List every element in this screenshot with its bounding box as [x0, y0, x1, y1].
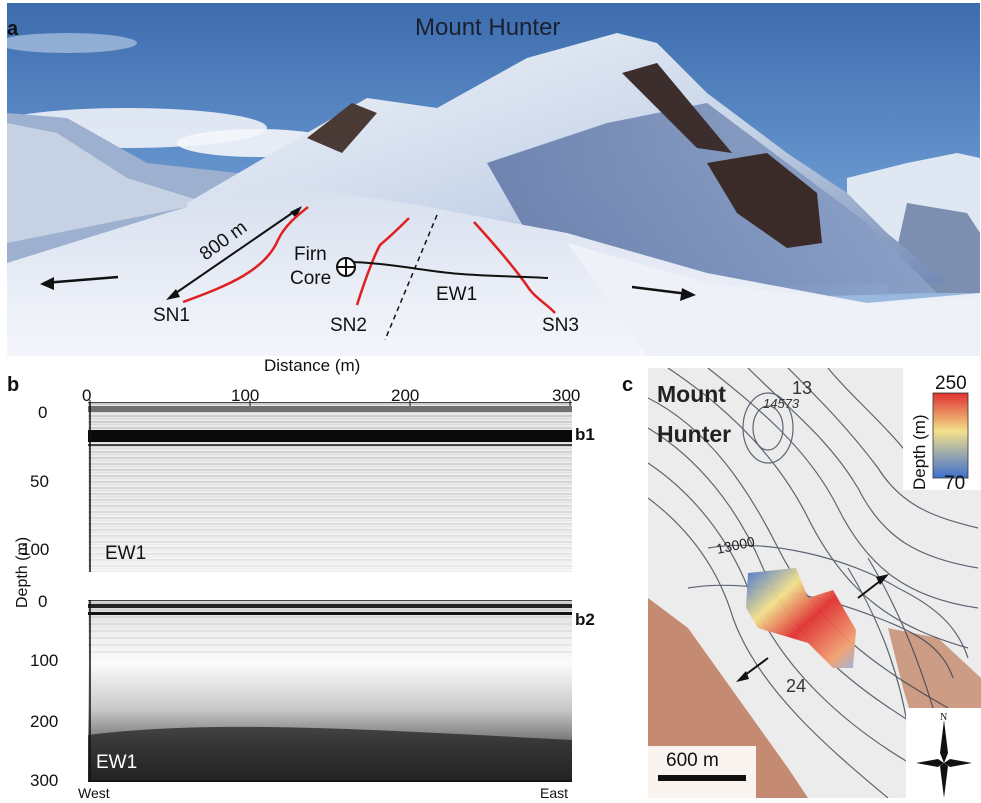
b2-y-tick-100: 100 [30, 651, 59, 670]
ew1-line [346, 261, 549, 279]
b1-label: b1 [575, 425, 595, 444]
firn-label-2: Core [290, 268, 332, 289]
arrow-left-line [43, 275, 119, 285]
distance-arrow-line [169, 208, 299, 298]
west-label: West [78, 785, 110, 801]
b1-y-tick-100: 100 [21, 540, 50, 559]
b1-x-ticks [89, 400, 571, 406]
x-axis-label: Distance (m) [264, 356, 361, 375]
distance-arrow-head-2 [290, 206, 302, 218]
colorbar-max: 250 [935, 373, 967, 394]
x-tick-100: 100 [231, 386, 260, 405]
north-label: N [940, 712, 948, 723]
east-label: East [540, 785, 569, 801]
y-axis-label: Depth (m) [14, 536, 31, 608]
distance-arrow-head-1 [166, 289, 180, 300]
b1-y-tick-0: 0 [38, 403, 48, 422]
b2-y-tick-0: 0 [38, 592, 48, 611]
panel-a-photo [7, 3, 980, 356]
topo-map [648, 368, 981, 798]
panel-c-letter: c [622, 374, 634, 396]
colorbar-label: Depth (m) [910, 414, 929, 490]
x-tick-300: 300 [552, 386, 581, 405]
panel-a-letter: a [7, 18, 19, 40]
sn2-line [355, 217, 410, 306]
sn3-label: SN3 [542, 315, 579, 336]
spot-height: 14573 [763, 396, 800, 411]
map-place-2: Hunter [657, 421, 732, 447]
arrow-right-head [680, 288, 696, 301]
b2-label: b2 [575, 610, 595, 629]
scale-label: 600 m [666, 750, 719, 771]
map-place-1: Mount [657, 381, 726, 407]
b2-profile-label: EW1 [96, 752, 138, 773]
sn1-label: SN1 [153, 305, 190, 326]
b2-y-tick-200: 200 [30, 712, 59, 731]
sn2-label: SN2 [330, 315, 367, 336]
panel-b-letter: b [7, 374, 20, 396]
b2-y-tick-300: 300 [30, 771, 59, 790]
arrow-right-line [631, 285, 689, 296]
radargram-b2 [88, 600, 572, 782]
x-tick-0: 0 [82, 386, 92, 405]
b1-profile-label: EW1 [105, 543, 147, 564]
x-tick-200: 200 [391, 386, 420, 405]
radargram-b1 [88, 402, 572, 572]
firn-label-1: Firn [294, 244, 327, 265]
colorbar-min: 70 [944, 473, 966, 494]
contour-label-24: 24 [786, 676, 807, 696]
sn1-line [182, 206, 309, 304]
panel-a-overlay [40, 206, 696, 341]
depth-overlay [746, 568, 856, 668]
b1-y-tick-50: 50 [30, 472, 49, 491]
sn3-line [473, 221, 556, 314]
mount-hunter-title: Mount Hunter [415, 14, 561, 41]
ew1-label: EW1 [436, 284, 478, 305]
peak-mark: 13 [792, 378, 813, 398]
arrow-left-head [40, 277, 54, 290]
dashed-line [384, 214, 438, 341]
